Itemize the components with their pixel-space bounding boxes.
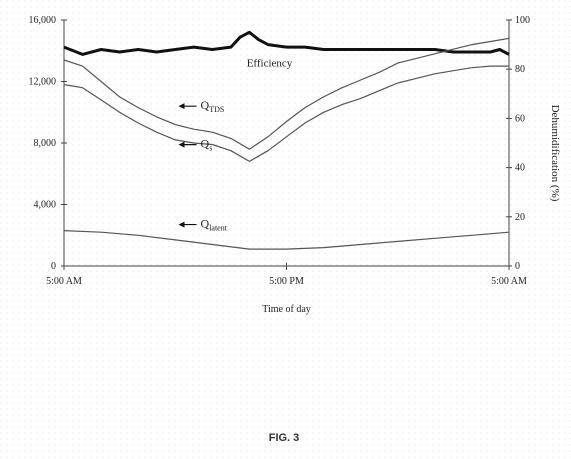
left-tick-label: 0: [51, 261, 56, 272]
right-tick-label: 40: [515, 163, 525, 174]
x-tick-label: 5:00 PM: [269, 276, 304, 287]
left-tick-label: 12,000: [29, 77, 57, 88]
annotation-arrow-head: [178, 221, 185, 228]
x-tick-label: 5:00 AM: [491, 276, 527, 287]
annotation-subscript: TDS: [209, 105, 224, 114]
right-axis-label: Dehumidification (%): [549, 105, 561, 202]
right-tick-label: 60: [515, 113, 525, 124]
x-axis-label: Time of day: [262, 304, 311, 315]
right-tick-label: 0: [515, 261, 520, 272]
figure-caption: FIG. 3: [269, 432, 300, 444]
left-tick-label: 4,000: [34, 200, 57, 211]
right-tick-label: 80: [515, 64, 525, 75]
annotation-arrow-head: [178, 141, 185, 148]
series-annotation: Efficiency: [247, 58, 293, 70]
left-tick-label: 16,000: [29, 15, 57, 26]
right-tick-label: 100: [515, 15, 530, 26]
left-tick-label: 8,000: [34, 138, 57, 149]
right-tick-label: 20: [515, 212, 525, 223]
annotation-subscript: s: [209, 144, 212, 153]
series-line-qlatent: [63, 230, 510, 250]
annotation-subscript: latent: [209, 224, 228, 233]
series-annotation: Qs: [201, 137, 213, 153]
series-line-qtds: [63, 37, 510, 150]
series-line-efficiency: [63, 30, 510, 56]
series-line-qs: [63, 65, 509, 162]
annotation-arrow-head: [178, 103, 185, 110]
plot-area: 0 4,000 8,000 12,000 16,000 0 20 40 60 80 100 5:00 …: [29, 15, 562, 315]
x-tick-label: 5:00 AM: [46, 276, 82, 287]
